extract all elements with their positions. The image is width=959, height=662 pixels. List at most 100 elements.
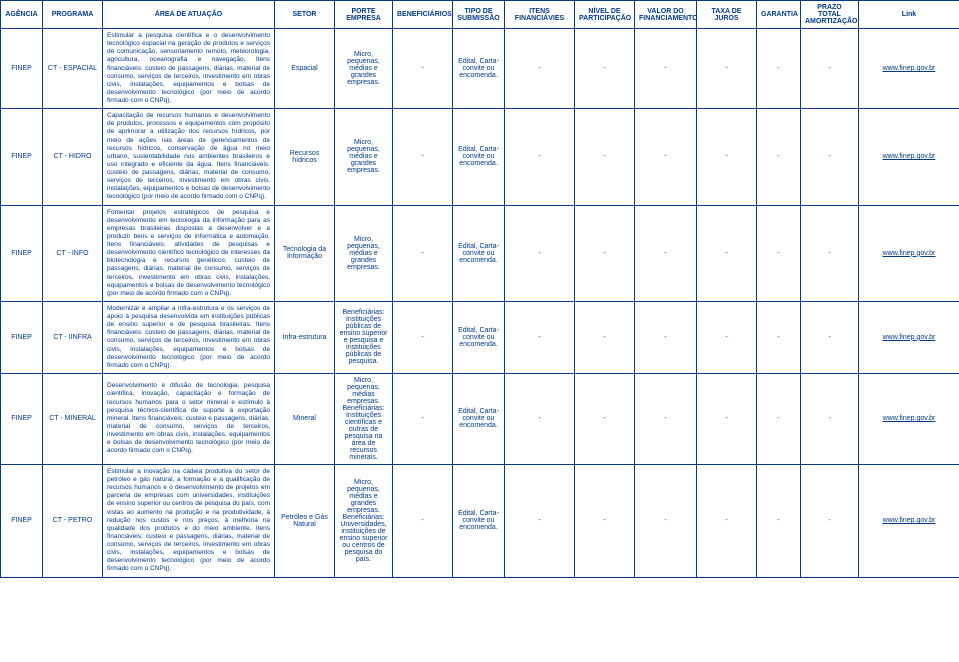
cell-link[interactable]: www.finep.gov.br [859, 29, 959, 109]
cell-link[interactable]: www.finep.gov.br [859, 373, 959, 464]
cell-tipo: Edital, Carta-convite ou encomenda. [453, 373, 505, 464]
header-taxa: TAXA DE JUROS [697, 1, 757, 29]
table-header: AGÊNCIA PROGRAMA ÁREA DE ATUAÇÃO SETOR P… [1, 1, 959, 29]
cell-taxa: - [697, 301, 757, 373]
cell-setor: Tecnologia da Informação [275, 205, 335, 301]
header-agencia: AGÊNCIA [1, 1, 43, 29]
cell-setor: Mineral [275, 373, 335, 464]
cell-programa: CT - HIDRO [43, 109, 103, 205]
cell-beneficiarios: - [393, 205, 453, 301]
cell-itens: - [505, 29, 575, 109]
cell-link[interactable]: www.finep.gov.br [859, 109, 959, 205]
cell-agencia: FINEP [1, 373, 43, 464]
cell-programa: CT - IINFRA [43, 301, 103, 373]
cell-beneficiarios: - [393, 301, 453, 373]
cell-nivel: - [575, 373, 635, 464]
cell-nivel: - [575, 29, 635, 109]
table-body: FINEPCT - ESPACIALEstimular a pesquisa c… [1, 29, 959, 578]
header-prazo: PRAZO TOTAL AMORTIZAÇÃO [801, 1, 859, 29]
cell-setor: Infra-estrutura [275, 301, 335, 373]
cell-link[interactable]: www.finep.gov.br [859, 205, 959, 301]
cell-tipo: Edital, Carta-convite ou encomenda. [453, 464, 505, 577]
cell-area: Capacitação de recursos humanos e desenv… [103, 109, 275, 205]
cell-garantia: - [757, 29, 801, 109]
cell-area: Modernizar e ampliar a infra-estrutura e… [103, 301, 275, 373]
cell-nivel: - [575, 205, 635, 301]
cell-porte: Micro, pequenas, médias e grandes empres… [335, 109, 393, 205]
cell-taxa: - [697, 373, 757, 464]
cell-itens: - [505, 301, 575, 373]
cell-valor: - [635, 373, 697, 464]
cell-itens: - [505, 205, 575, 301]
cell-beneficiarios: - [393, 109, 453, 205]
cell-link[interactable]: www.finep.gov.br [859, 464, 959, 577]
cell-valor: - [635, 205, 697, 301]
cell-tipo: Edital, Carta-convite ou encomenda. [453, 109, 505, 205]
header-garantia: GARANTIA [757, 1, 801, 29]
cell-nivel: - [575, 301, 635, 373]
cell-tipo: Edital, Carta-convite ou encomenda. [453, 205, 505, 301]
header-setor: SETOR [275, 1, 335, 29]
table-row: FINEPCT - PETROEstimular a inovação na c… [1, 464, 959, 577]
cell-tipo: Edital, Carta-convite ou encomenda. [453, 301, 505, 373]
cell-valor: - [635, 109, 697, 205]
cell-programa: CT - MINERAL [43, 373, 103, 464]
cell-nivel: - [575, 464, 635, 577]
header-link: Link [859, 1, 959, 29]
cell-area: Desenvolvimento e difusão de tecnologia,… [103, 373, 275, 464]
header-area: ÁREA DE ATUAÇÃO [103, 1, 275, 29]
table-row: FINEPCT - MINERALDesenvolvimento e difus… [1, 373, 959, 464]
cell-programa: CT - ESPACIAL [43, 29, 103, 109]
cell-tipo: Edital, Carta-convite ou encomenda. [453, 29, 505, 109]
cell-agencia: FINEP [1, 301, 43, 373]
header-tipo: TIPO DE SUBMISSÃO [453, 1, 505, 29]
cell-prazo: - [801, 205, 859, 301]
cell-prazo: - [801, 373, 859, 464]
cell-setor: Recursos hídricos [275, 109, 335, 205]
cell-itens: - [505, 464, 575, 577]
header-porte: PORTE EMPRESA [335, 1, 393, 29]
header-itens: ITENS FINANCIÁVIES [505, 1, 575, 29]
cell-taxa: - [697, 29, 757, 109]
cell-agencia: FINEP [1, 109, 43, 205]
cell-prazo: - [801, 109, 859, 205]
cell-beneficiarios: - [393, 464, 453, 577]
cell-prazo: - [801, 464, 859, 577]
cell-porte: Micro, pequenas, médias e grandes empres… [335, 29, 393, 109]
cell-area: Estimular a pesquisa científica e o dese… [103, 29, 275, 109]
cell-itens: - [505, 109, 575, 205]
cell-taxa: - [697, 464, 757, 577]
header-beneficiarios: BENEFICIÁRIOS [393, 1, 453, 29]
cell-prazo: - [801, 29, 859, 109]
cell-valor: - [635, 29, 697, 109]
table-row: FINEPCT - ESPACIALEstimular a pesquisa c… [1, 29, 959, 109]
cell-beneficiarios: - [393, 29, 453, 109]
header-programa: PROGRAMA [43, 1, 103, 29]
cell-porte: Micro, pequenas, médias e grandes empres… [335, 464, 393, 577]
cell-garantia: - [757, 464, 801, 577]
cell-garantia: - [757, 373, 801, 464]
cell-link[interactable]: www.finep.gov.br [859, 301, 959, 373]
cell-agencia: FINEP [1, 464, 43, 577]
cell-area: Fomentar projetos estratégicos de pesqui… [103, 205, 275, 301]
cell-porte: Micro, pequenas, médias empresas. Benefi… [335, 373, 393, 464]
cell-agencia: FINEP [1, 29, 43, 109]
cell-garantia: - [757, 301, 801, 373]
header-nivel: NÍVEL DE PARTICIPAÇÃO [575, 1, 635, 29]
cell-garantia: - [757, 109, 801, 205]
cell-valor: - [635, 301, 697, 373]
cell-beneficiarios: - [393, 373, 453, 464]
cell-prazo: - [801, 301, 859, 373]
cell-setor: Espacial [275, 29, 335, 109]
cell-setor: Petróleo e Gás Natural [275, 464, 335, 577]
cell-programa: CT - PETRO [43, 464, 103, 577]
cell-agencia: FINEP [1, 205, 43, 301]
cell-taxa: - [697, 109, 757, 205]
financing-table: AGÊNCIA PROGRAMA ÁREA DE ATUAÇÃO SETOR P… [0, 0, 959, 578]
table-row: FINEPCT - IINFRAModernizar e ampliar a i… [1, 301, 959, 373]
cell-valor: - [635, 464, 697, 577]
cell-programa: CT - INFO [43, 205, 103, 301]
cell-nivel: - [575, 109, 635, 205]
header-valor: VALOR DO FINANCIAMENTO [635, 1, 697, 29]
table-row: FINEPCT - HIDROCapacitação de recursos h… [1, 109, 959, 205]
